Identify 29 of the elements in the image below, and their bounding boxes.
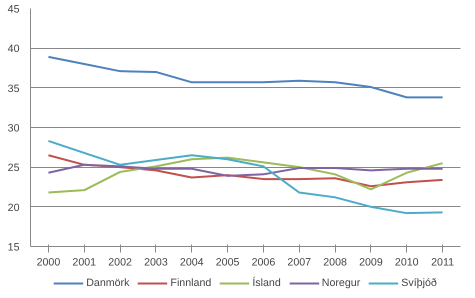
x-tick-label: 2004 [180, 256, 204, 268]
x-tick-label: 2000 [36, 256, 60, 268]
legend-label: Ísland [252, 277, 281, 289]
y-tick-label: 30 [8, 122, 20, 134]
x-tick-label: 2001 [72, 256, 96, 268]
line-series [47, 164, 444, 177]
y-tick-label: 15 [8, 242, 20, 254]
legend-label: Finnland [170, 277, 212, 289]
x-tick-label: 2007 [287, 256, 312, 268]
legend-label: Danmörk [86, 277, 130, 289]
x-tick-label: 2005 [216, 256, 240, 268]
x-tick-label: 2010 [394, 256, 419, 268]
legend-label: Svíþjóð [401, 277, 437, 289]
y-tick-label: 20 [8, 202, 20, 214]
x-tick-label: 2009 [359, 256, 383, 268]
line-series [47, 56, 444, 98]
x-tick-label: 2003 [144, 256, 168, 268]
legend-label: Noregur [322, 277, 360, 289]
x-tick-label: 2006 [252, 256, 276, 268]
x-tick-label: 2008 [323, 256, 348, 268]
x-tick-label: 2002 [108, 256, 132, 268]
y-tick-label: 35 [8, 82, 20, 95]
y-tick-label: 40 [8, 43, 20, 56]
x-tick-label: 2011 [431, 256, 454, 268]
line-series [47, 154, 444, 188]
y-tick-label: 25 [8, 162, 20, 174]
line-series [47, 140, 444, 214]
line-series [47, 156, 444, 194]
y-tick-label: 45 [8, 4, 20, 16]
